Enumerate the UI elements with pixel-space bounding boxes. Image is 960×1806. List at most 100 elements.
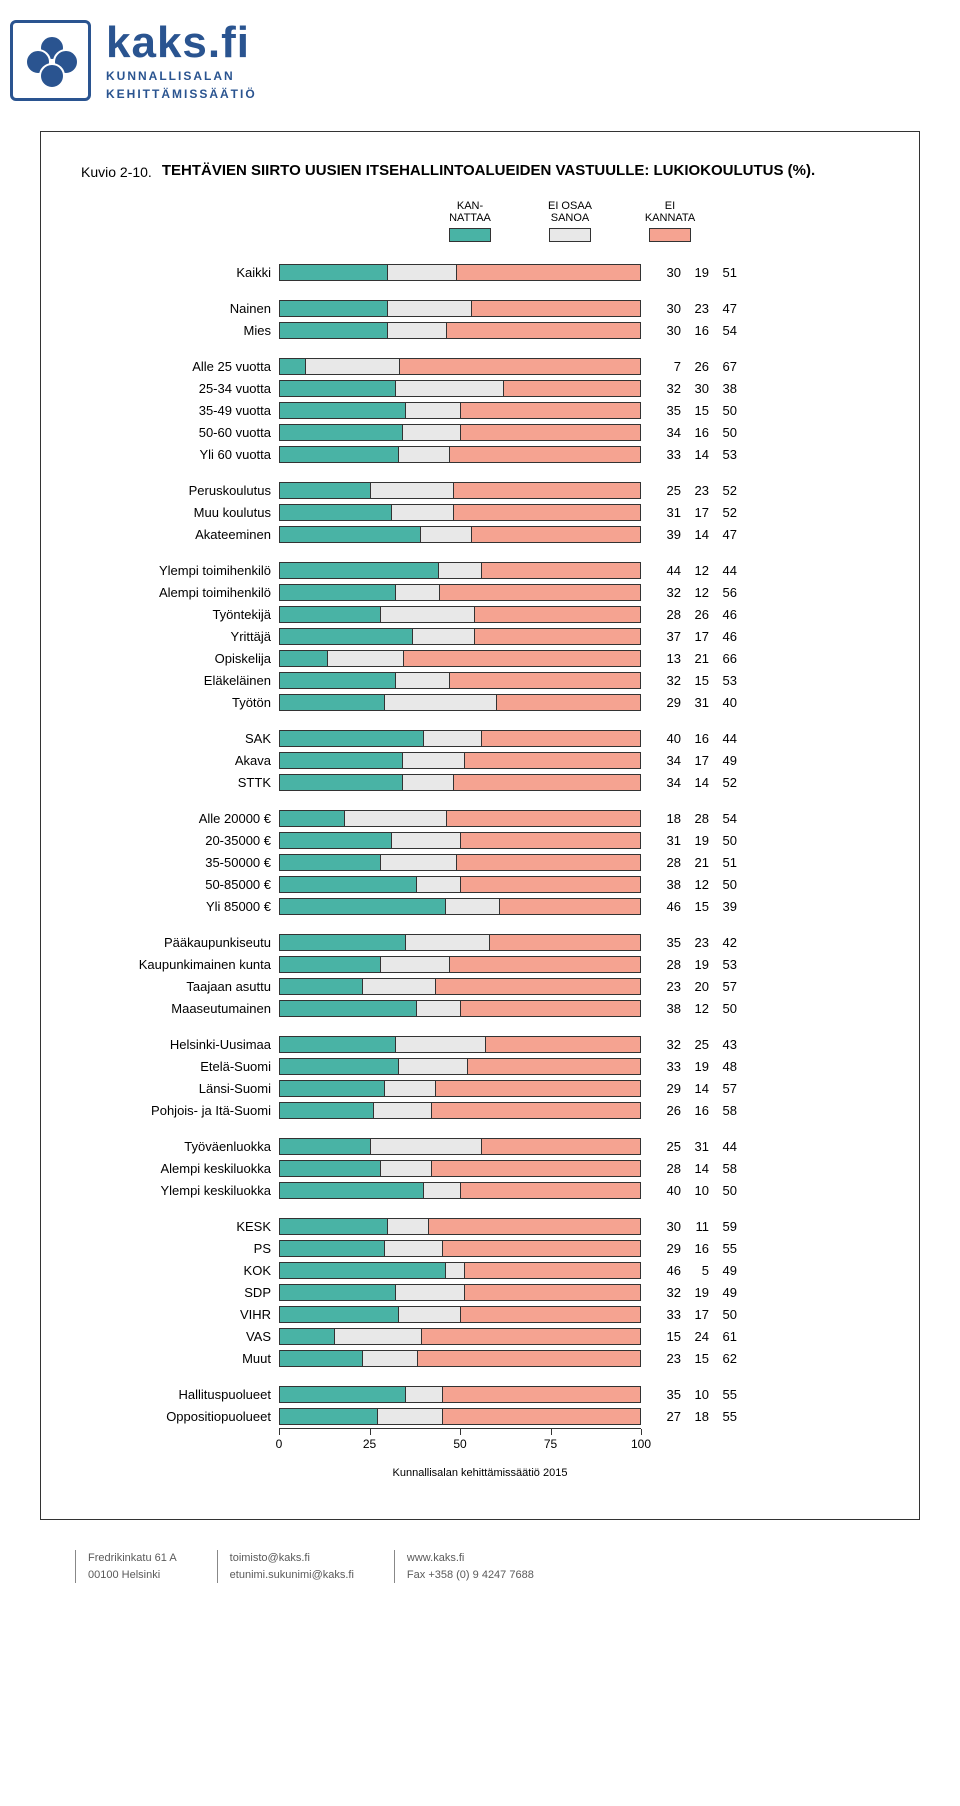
bar-segment <box>461 425 640 440</box>
value: 66 <box>709 651 737 666</box>
brand-sub1: KUNNALLISALAN <box>106 69 257 83</box>
value: 30 <box>653 265 681 280</box>
header: kaks.fi KUNNALLISALAN KEHITTÄMISSÄÄTIÖ <box>0 0 960 111</box>
value: 29 <box>653 1081 681 1096</box>
stacked-bar <box>279 322 641 339</box>
value: 46 <box>709 607 737 622</box>
stacked-bar <box>279 1000 641 1017</box>
value: 52 <box>709 775 737 790</box>
row-label: Nainen <box>81 301 279 316</box>
bar-segment <box>457 265 640 280</box>
bar-row: Työntekijä282646 <box>81 604 879 624</box>
bar-segment <box>388 265 457 280</box>
bar-segment <box>280 957 381 972</box>
bar-segment <box>461 1307 640 1322</box>
bar-row: STTK341452 <box>81 772 879 792</box>
row-values: 441244 <box>653 563 737 578</box>
row-values: 261658 <box>653 1103 737 1118</box>
bar-segment <box>446 899 501 914</box>
value: 52 <box>709 505 737 520</box>
brand-name: kaks.fi <box>106 21 257 65</box>
row-label: Ylempi toimihenkilö <box>81 563 279 578</box>
value: 53 <box>709 673 737 688</box>
footer-email1: toimisto@kaks.fi <box>230 1552 310 1564</box>
bar-segment <box>424 1183 461 1198</box>
axis-tick <box>551 1429 552 1435</box>
row-label: Työväenluokka <box>81 1139 279 1154</box>
bar-segment <box>392 505 454 520</box>
row-label: KOK <box>81 1263 279 1278</box>
bar-row: Alle 25 vuotta72667 <box>81 356 879 376</box>
value: 7 <box>653 359 681 374</box>
value: 67 <box>709 359 737 374</box>
bar-segment <box>280 1285 396 1300</box>
bar-segment <box>447 323 640 338</box>
bar-segment <box>461 877 640 892</box>
row-label: Muu koulutus <box>81 505 279 520</box>
row-label: Kaupunkimainen kunta <box>81 957 279 972</box>
value: 30 <box>681 381 709 396</box>
bar-segment <box>280 505 392 520</box>
value: 23 <box>653 1351 681 1366</box>
bar-segment <box>399 1307 461 1322</box>
footer-web: www.kaks.fi Fax +358 (0) 9 4247 7688 <box>394 1550 534 1583</box>
bar-segment <box>388 301 471 316</box>
value: 28 <box>681 811 709 826</box>
row-values: 381250 <box>653 877 737 892</box>
bar-segment <box>457 855 640 870</box>
bar-segment <box>280 673 396 688</box>
row-values: 281953 <box>653 957 737 972</box>
bar-segment <box>443 1241 640 1256</box>
value: 15 <box>681 1351 709 1366</box>
row-values: 182854 <box>653 811 737 826</box>
value: 19 <box>681 833 709 848</box>
stacked-bar <box>279 672 641 689</box>
value: 39 <box>709 899 737 914</box>
bar-segment <box>280 811 345 826</box>
row-label: Akateeminen <box>81 527 279 542</box>
stacked-bar <box>279 876 641 893</box>
logo-text: kaks.fi KUNNALLISALAN KEHITTÄMISSÄÄTIÖ <box>106 21 257 101</box>
value: 29 <box>653 695 681 710</box>
stacked-bar <box>279 1240 641 1257</box>
value: 50 <box>709 425 737 440</box>
value: 30 <box>653 1219 681 1234</box>
value: 44 <box>653 563 681 578</box>
row-label: Länsi-Suomi <box>81 1081 279 1096</box>
bar-segment <box>472 301 640 316</box>
stacked-bar <box>279 1328 641 1345</box>
legend: KAN-NATTAAEI OSAASANOAEIKANNATA <box>261 200 879 242</box>
row-values: 301951 <box>653 265 737 280</box>
stacked-bar <box>279 1386 641 1403</box>
bar-segment <box>490 935 640 950</box>
bar-segment <box>378 1409 443 1424</box>
value: 46 <box>709 629 737 644</box>
bar-row: Mies301654 <box>81 320 879 340</box>
value: 14 <box>681 1161 709 1176</box>
stacked-bar <box>279 300 641 317</box>
bar-segment <box>385 1081 436 1096</box>
value: 51 <box>709 855 737 870</box>
stacked-bar <box>279 526 641 543</box>
bar-segment <box>280 1219 388 1234</box>
bar-segment <box>280 753 403 768</box>
bar-segment <box>280 527 421 542</box>
row-label: VAS <box>81 1329 279 1344</box>
bar-row: Nainen302347 <box>81 298 879 318</box>
row-label: SDP <box>81 1285 279 1300</box>
bar-row: Akava341749 <box>81 750 879 770</box>
row-label: Kaikki <box>81 265 279 280</box>
bar-segment <box>417 1001 461 1016</box>
bar-row: Akateeminen391447 <box>81 524 879 544</box>
bar-segment <box>439 563 483 578</box>
bar-segment <box>461 833 640 848</box>
value: 33 <box>653 1307 681 1322</box>
bar-segment <box>404 651 640 666</box>
bar-segment <box>371 1139 483 1154</box>
bar-segment <box>443 1409 640 1424</box>
value: 35 <box>653 403 681 418</box>
bar-segment <box>280 1241 385 1256</box>
brand-sub2: KEHITTÄMISSÄÄTIÖ <box>106 87 257 101</box>
stacked-bar <box>279 694 641 711</box>
bar-segment <box>388 323 446 338</box>
